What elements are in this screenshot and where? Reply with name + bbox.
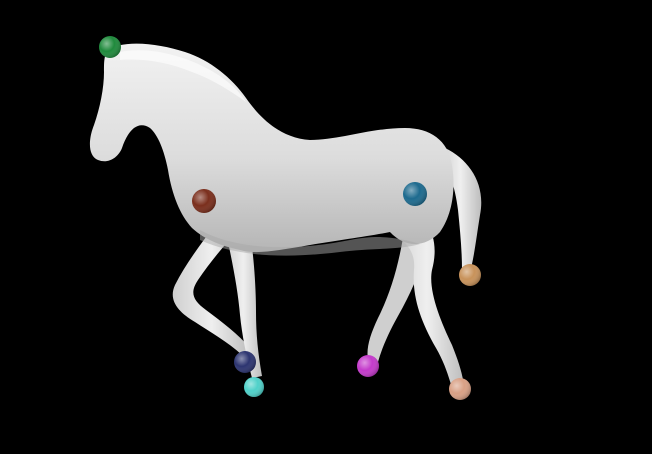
front-leg-far	[172, 225, 250, 355]
keypoints	[99, 36, 481, 400]
body-neck-head	[89, 43, 454, 253]
belly-shadow	[200, 230, 420, 256]
front-leg-near	[225, 228, 262, 378]
mane	[120, 50, 246, 102]
horse-mesh	[89, 43, 482, 388]
hind-leg-far	[367, 225, 428, 362]
tail	[440, 148, 482, 272]
hind-leg-near	[390, 200, 464, 388]
